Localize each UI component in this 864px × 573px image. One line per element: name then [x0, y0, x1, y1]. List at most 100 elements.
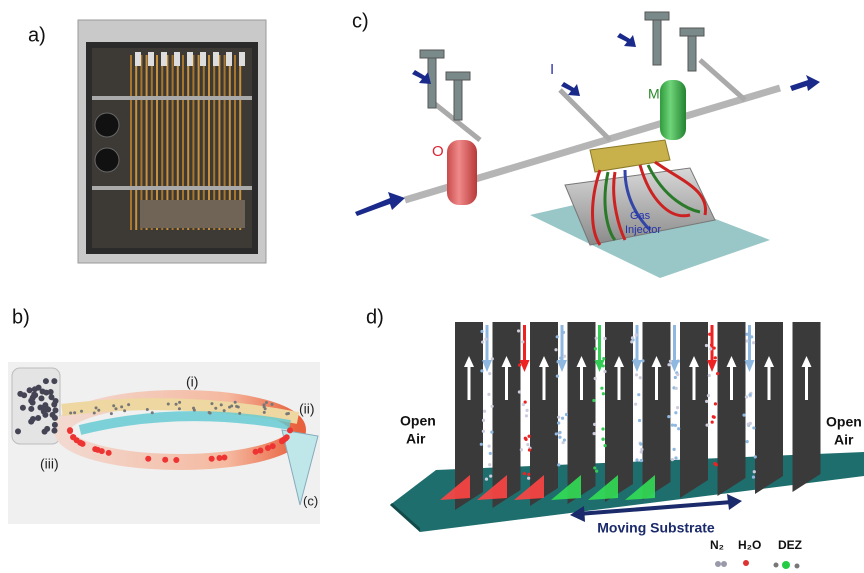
particle: [554, 432, 558, 436]
particle: [630, 340, 634, 344]
particle: [555, 374, 559, 378]
tube: [182, 55, 184, 230]
particle: [674, 386, 678, 390]
particle: [630, 336, 635, 340]
particle: [269, 443, 276, 450]
particle: [488, 463, 492, 467]
particle: [70, 434, 77, 441]
particle: [41, 428, 48, 435]
particle: [603, 336, 607, 341]
particle: [173, 456, 180, 463]
gas-manifold-diagram: O I M Gas Injector: [355, 11, 820, 278]
tube: [176, 55, 179, 230]
plate: [642, 322, 671, 500]
precursor-label: M: [648, 86, 660, 102]
particle: [282, 435, 289, 442]
substrate-label: Moving Substrate: [597, 520, 715, 536]
particle: [26, 387, 33, 394]
particle: [222, 409, 226, 413]
particle: [748, 393, 752, 397]
particle: [557, 415, 561, 419]
deposit: [588, 475, 618, 500]
particle: [47, 389, 54, 396]
particle: [710, 420, 714, 424]
particle: [558, 435, 562, 439]
particle: [603, 369, 607, 374]
particle: [252, 448, 259, 455]
particle: [750, 335, 754, 339]
particle: [145, 455, 152, 462]
particle: [524, 437, 528, 441]
particle: [219, 403, 223, 407]
panel-label: a): [28, 24, 46, 46]
valve: [174, 52, 180, 66]
particle: [120, 405, 124, 409]
flow-arrow: [482, 360, 492, 372]
tube: [150, 55, 153, 230]
particle: [674, 456, 678, 460]
particle: [210, 402, 214, 406]
particle: [641, 359, 645, 363]
particle: [42, 378, 49, 385]
particle: [228, 405, 232, 409]
plate: [755, 322, 783, 494]
tube: [202, 55, 205, 230]
particle: [48, 394, 55, 401]
particle: [482, 409, 487, 413]
particle: [488, 372, 492, 376]
particle: [527, 448, 532, 452]
particle: [174, 402, 178, 406]
particle: [257, 447, 264, 454]
flow-arrow: [726, 356, 737, 367]
particle: [49, 411, 56, 418]
particle: [716, 371, 720, 376]
deposit: [625, 475, 655, 500]
particle: [97, 408, 101, 412]
particle: [714, 463, 718, 467]
particle: [17, 390, 24, 397]
deposit: [514, 475, 544, 500]
tube: [239, 55, 242, 230]
particle: [709, 343, 714, 347]
open-air-label: Open: [826, 414, 862, 430]
particle: [166, 402, 170, 406]
particle: [238, 411, 242, 415]
particle: [634, 373, 639, 377]
tube: [130, 55, 132, 230]
particle: [672, 365, 677, 369]
flow-arrow: [576, 356, 587, 367]
particle: [527, 476, 531, 480]
particle: [524, 414, 529, 418]
particle: [601, 392, 605, 396]
particle: [481, 340, 485, 344]
particle: [675, 406, 680, 410]
particle: [564, 412, 569, 417]
plate: [717, 322, 746, 496]
particle: [670, 457, 674, 462]
flow-arrow: [651, 356, 662, 367]
particle: [753, 455, 757, 459]
particle: [751, 475, 756, 479]
particle: [522, 471, 526, 476]
particle: [479, 442, 483, 446]
particle: [214, 406, 218, 410]
particle: [19, 404, 26, 411]
particle: [752, 426, 756, 430]
particle: [713, 402, 718, 406]
particle: [594, 336, 598, 340]
valve: [187, 52, 193, 66]
particle: [745, 440, 749, 444]
particle: [92, 411, 96, 415]
particle: [28, 405, 35, 412]
particle: [751, 341, 756, 345]
valve: [148, 52, 154, 66]
open-air-label: Open: [400, 413, 436, 429]
tube: [156, 55, 158, 230]
particle: [705, 399, 709, 404]
particle: [745, 332, 749, 336]
flow-arrow: [744, 360, 755, 372]
legend-label: DEZ: [778, 538, 802, 552]
panel-label: c): [352, 10, 369, 32]
tube: [171, 55, 174, 230]
particle: [52, 407, 59, 414]
